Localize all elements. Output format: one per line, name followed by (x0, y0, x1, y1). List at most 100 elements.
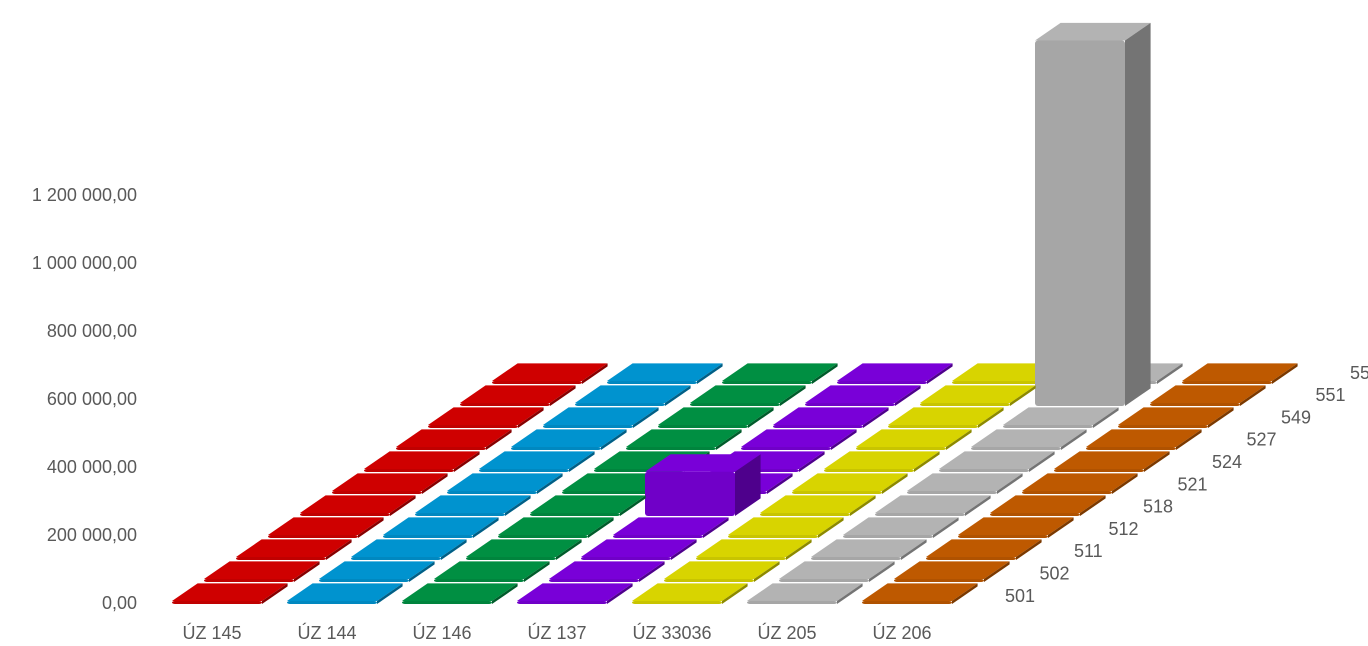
bar-side (767, 473, 793, 494)
bar-top (447, 473, 563, 491)
bar-front (498, 535, 588, 538)
bar-side (965, 495, 991, 516)
bar-front (920, 403, 1010, 406)
depth-tick-label: 549 (1281, 407, 1311, 427)
bar-top (236, 539, 352, 557)
bar-front (645, 471, 735, 516)
bar-side (901, 539, 927, 560)
bar-top (862, 583, 978, 601)
bar (722, 363, 838, 384)
bar-side (505, 495, 531, 516)
bar-front (773, 425, 863, 428)
bar (581, 539, 697, 560)
bar (613, 517, 729, 538)
bar-front (907, 491, 997, 494)
bar (920, 385, 1036, 406)
bar-top (837, 363, 953, 381)
bar-side (262, 583, 288, 604)
bar (626, 429, 742, 450)
y-tick-label: 600 000,00 (47, 389, 137, 409)
bar-side (831, 429, 857, 450)
bar-top (460, 385, 576, 403)
bar (492, 363, 608, 384)
bar-side (607, 583, 633, 604)
bar-front (862, 601, 952, 604)
bar-side (1080, 495, 1106, 516)
bar-top (300, 495, 416, 513)
bar (319, 561, 435, 582)
bar (607, 363, 723, 384)
bar (907, 473, 1023, 494)
bar-top (773, 407, 889, 425)
bar (741, 429, 857, 450)
bar-side (1061, 429, 1087, 450)
x-tick-label: ÚZ 205 (757, 622, 816, 643)
bar-side (1208, 407, 1234, 428)
bar-side (882, 473, 908, 494)
bar (792, 473, 908, 494)
y-tick-label: 0,00 (102, 593, 137, 613)
bar-top (351, 539, 467, 557)
bar-top (811, 539, 927, 557)
bar (332, 473, 448, 494)
bar-top (268, 517, 384, 535)
bar-top (383, 517, 499, 535)
bar-front (1182, 381, 1272, 384)
bar-front (607, 381, 697, 384)
bar-side (895, 385, 921, 406)
bar-front (747, 601, 837, 604)
bar-top (875, 495, 991, 513)
bar-top (722, 363, 838, 381)
bar-top (364, 451, 480, 469)
bar-side (569, 451, 595, 472)
bar-front (837, 381, 927, 384)
bar-top (779, 561, 895, 579)
bar (728, 517, 844, 538)
bar-front (300, 513, 390, 516)
bar-side (1093, 407, 1119, 428)
bar-top (1035, 22, 1151, 41)
bar (447, 473, 563, 494)
bar-side (837, 583, 863, 604)
bar-side (914, 451, 940, 472)
bar-top (530, 495, 646, 513)
bar-side (933, 517, 959, 538)
bar-top (990, 495, 1106, 513)
bar-side (473, 517, 499, 538)
bar-top (805, 385, 921, 403)
bar-top (747, 583, 863, 601)
bar (402, 583, 518, 604)
bar (575, 385, 691, 406)
bar-front (402, 601, 492, 604)
bar-front (792, 491, 882, 494)
bar-front (805, 403, 895, 406)
bar-side (735, 454, 761, 516)
bar-top (792, 473, 908, 491)
bar-top (581, 539, 697, 557)
bar (805, 385, 921, 406)
bar-front (875, 513, 965, 516)
bar-side (997, 473, 1023, 494)
bar-side (1144, 451, 1170, 472)
bar-front (268, 535, 358, 538)
bar-front (722, 381, 812, 384)
bar-top (760, 495, 876, 513)
bar-front (1118, 425, 1208, 428)
bar (383, 517, 499, 538)
bar-side (582, 363, 608, 384)
depth-tick-label: 551 (1316, 385, 1346, 405)
bar-side (441, 539, 467, 560)
bar-side (518, 407, 544, 428)
bar (1118, 407, 1234, 428)
bar (862, 583, 978, 604)
bar-top (575, 385, 691, 403)
bar-front (364, 469, 454, 472)
x-tick-label: ÚZ 137 (527, 622, 586, 643)
bar-front (517, 601, 607, 604)
bar-front (543, 425, 633, 428)
bar-side (294, 561, 320, 582)
bar-front (1035, 40, 1125, 406)
bar-front (447, 491, 537, 494)
bar-top (415, 495, 531, 513)
bar-front (888, 425, 978, 428)
